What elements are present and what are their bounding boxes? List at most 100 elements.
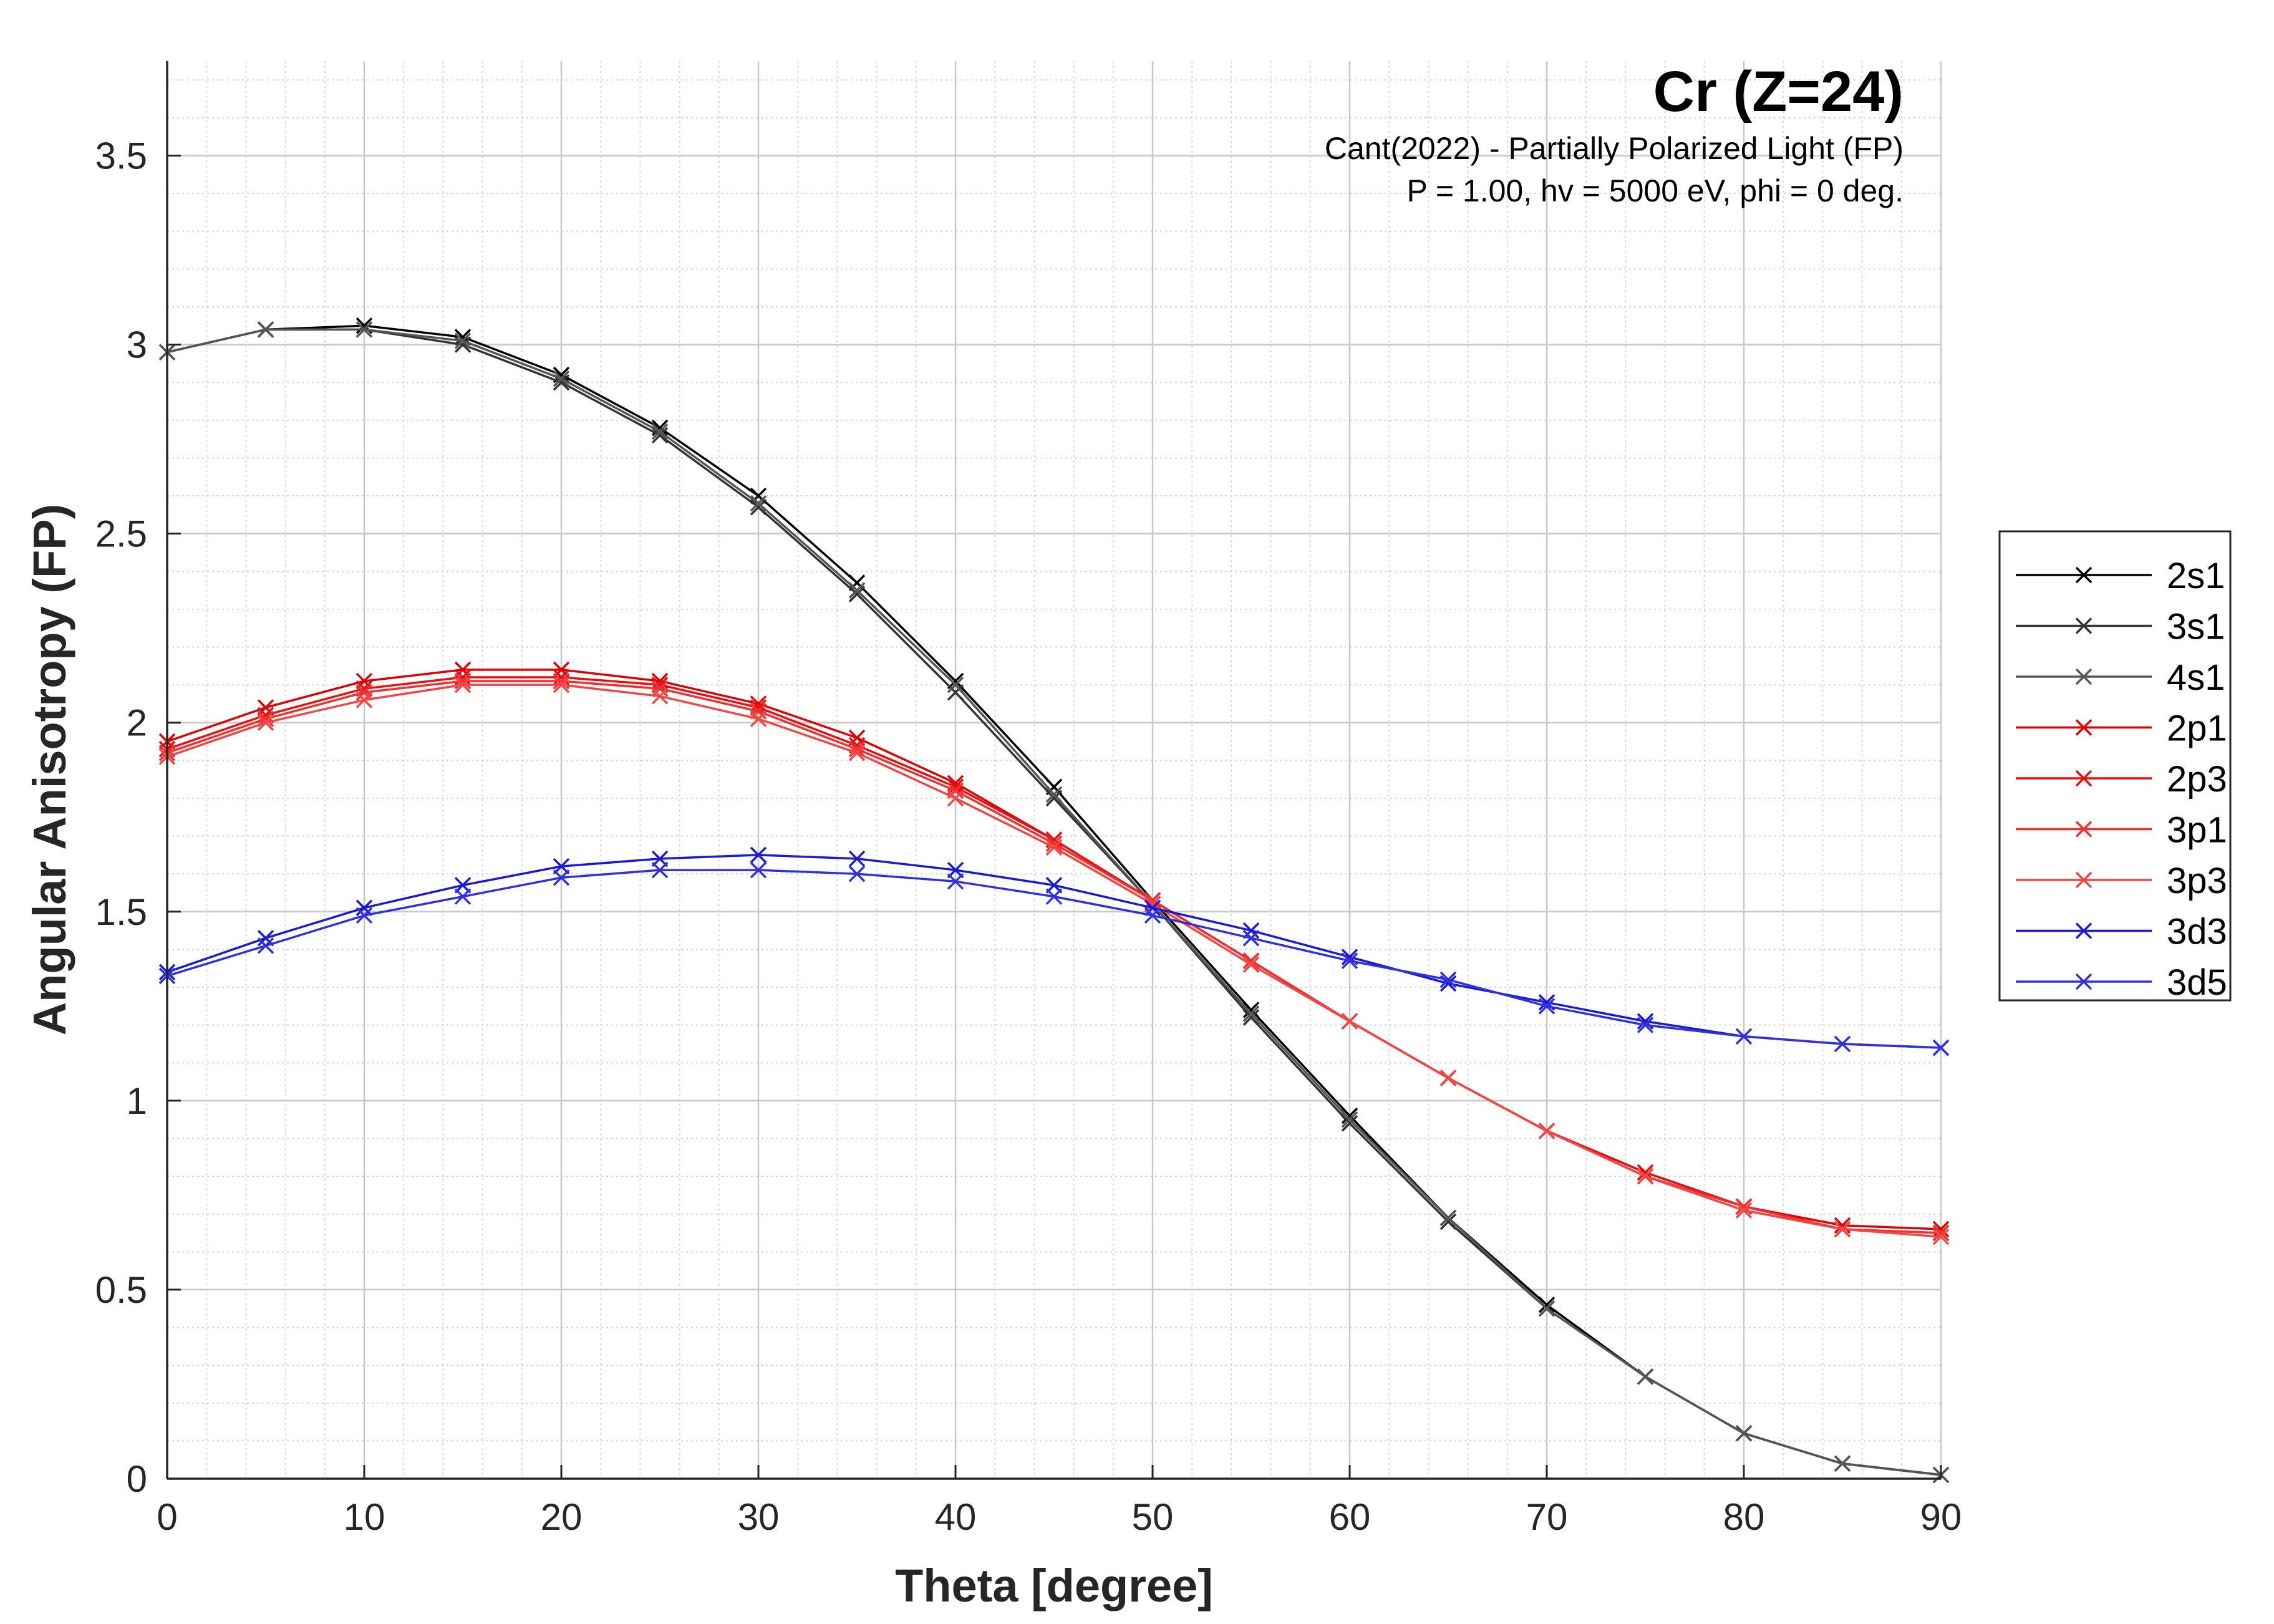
- x-tick-label: 90: [1920, 1496, 1962, 1538]
- data-point-3s1: [1439, 1213, 1457, 1230]
- data-point-2p1: [1932, 1220, 1950, 1238]
- legend: 2s1 3s1 4s1 2p1 2p3 3p1 3p3 3d3 3d5: [1998, 530, 2232, 1003]
- data-point-4s1: [1637, 1368, 1654, 1385]
- data-point-3d5: [1932, 1039, 1950, 1056]
- data-point-3d5: [1834, 1035, 1851, 1053]
- data-point-3d5: [1045, 888, 1063, 905]
- data-point-3d5: [848, 865, 866, 882]
- data-point-3p3: [1242, 956, 1260, 973]
- x-tick-label: 20: [541, 1496, 583, 1538]
- data-point-4s1: [1045, 786, 1063, 803]
- data-point-2s1: [1242, 1002, 1260, 1018]
- data-point-3p3: [1637, 1167, 1654, 1185]
- data-point-3s1: [1045, 790, 1063, 807]
- y-tick-label: 0.5: [95, 1269, 147, 1311]
- data-point-3p1: [1932, 1224, 1950, 1242]
- x-tick-label: 10: [344, 1496, 385, 1538]
- legend-entry-2s1: 2s1: [2016, 556, 2225, 596]
- data-point-3d5: [651, 861, 669, 879]
- chart-subtitle-line-2: P = 1.00, hv = 5000 eV, phi = 0 deg.: [1406, 173, 1904, 208]
- x-tick-label: 0: [157, 1496, 177, 1538]
- data-point-3p3: [1439, 1070, 1457, 1086]
- data-point-3p1: [1144, 892, 1161, 909]
- legend-label-3s1: 3s1: [2167, 607, 2225, 647]
- chart-subtitle-line-1: Cant(2022) - Partially Polarized Light (…: [1325, 131, 1904, 166]
- data-point-3d5: [1242, 929, 1260, 947]
- data-point-3p3: [651, 688, 669, 705]
- legend-marker-3s1: [2075, 617, 2093, 634]
- legend-marker-4s1: [2075, 668, 2093, 685]
- legend-marker-2p1: [2075, 719, 2093, 736]
- x-tick-label: 40: [935, 1496, 977, 1538]
- legend-marker-3d5: [2075, 973, 2093, 990]
- series-3p3: [158, 676, 1950, 1245]
- legend-marker-3p1: [2075, 821, 2093, 838]
- data-point-3p3: [1538, 1123, 1556, 1139]
- legend-label-3p1: 3p1: [2167, 810, 2227, 851]
- y-tick-label: 0: [127, 1458, 147, 1500]
- data-point-4s1: [257, 321, 274, 338]
- data-point-4s1: [848, 582, 866, 599]
- legend-entry-4s1: 4s1: [2016, 657, 2225, 698]
- legend-label-3d5: 3d5: [2167, 962, 2227, 1003]
- data-point-3d5: [1538, 998, 1556, 1015]
- data-point-4s1: [1341, 1111, 1358, 1128]
- x-tick-label: 70: [1526, 1496, 1568, 1538]
- legend-label-2p3: 2p3: [2167, 759, 2227, 800]
- data-point-3p3: [1341, 1013, 1358, 1030]
- data-point-3d5: [1341, 952, 1358, 969]
- legend-entry-3d5: 3d5: [2016, 962, 2227, 1003]
- legend-label-4s1: 4s1: [2167, 657, 2225, 698]
- data-point-3d5: [257, 937, 274, 954]
- data-point-3p3: [1045, 839, 1063, 856]
- data-point-3d5: [356, 907, 373, 924]
- data-point-4s1: [947, 676, 964, 694]
- x-axis-label: Theta [degree]: [895, 1560, 1213, 1612]
- axes-lines: [166, 61, 1942, 1480]
- data-point-4s1: [1735, 1425, 1753, 1442]
- data-point-3p3: [1932, 1228, 1950, 1245]
- x-tick-label: 60: [1329, 1496, 1371, 1538]
- legend-box: [1998, 530, 2232, 1002]
- series-3d5: [158, 861, 1950, 1056]
- data-point-4s1: [750, 495, 767, 512]
- legend-label-2s1: 2s1: [2167, 556, 2225, 596]
- data-point-3s1: [848, 586, 866, 602]
- y-tick-label: 1: [127, 1080, 147, 1122]
- data-point-3d5: [750, 861, 767, 879]
- data-point-4s1: [553, 370, 570, 387]
- data-point-3p3: [454, 676, 472, 694]
- x-tick-labels: 0 10 20 30 40 50 60 70 80 90: [157, 1496, 1962, 1538]
- data-point-3d5: [1735, 1028, 1753, 1045]
- data-point-4s1: [454, 332, 472, 349]
- data-point-3d5: [1637, 1017, 1654, 1033]
- data-point-3p3: [257, 714, 274, 731]
- data-point-3p1: [1045, 835, 1063, 852]
- data-point-3d5: [1439, 971, 1457, 988]
- legend-entry-3p3: 3p3: [2016, 861, 2227, 901]
- x-tick-label: 50: [1132, 1496, 1174, 1538]
- legend-label-3d3: 3d3: [2167, 912, 2227, 952]
- axes-background: [167, 61, 1941, 1479]
- data-point-3s1: [947, 684, 964, 701]
- y-tick-labels: 0 0.5 1 1.5 2 2.5 3 3.5: [95, 135, 147, 1500]
- data-point-3d3: [848, 850, 866, 868]
- data-point-4s1: [1834, 1455, 1851, 1472]
- data-point-4s1: [651, 423, 669, 440]
- x-tick-label: 30: [738, 1496, 780, 1538]
- legend-marker-3d3: [2075, 922, 2093, 939]
- plot-area: [158, 61, 1950, 1484]
- data-point-3p3: [947, 790, 964, 807]
- legend-entry-2p3: 2p3: [2016, 759, 2227, 800]
- data-point-3p1: [651, 680, 669, 697]
- data-point-3p1: [1242, 952, 1260, 969]
- data-point-3d5: [454, 888, 472, 905]
- data-point-3d3: [1242, 922, 1260, 939]
- major-grid: [166, 61, 1942, 1480]
- data-point-3d3: [1144, 899, 1161, 916]
- data-point-4s1: [1439, 1209, 1457, 1227]
- data-point-3s1: [750, 498, 767, 516]
- data-point-3p1: [750, 703, 767, 720]
- data-point-3s1: [651, 427, 669, 444]
- data-point-3s1: [1341, 1114, 1358, 1132]
